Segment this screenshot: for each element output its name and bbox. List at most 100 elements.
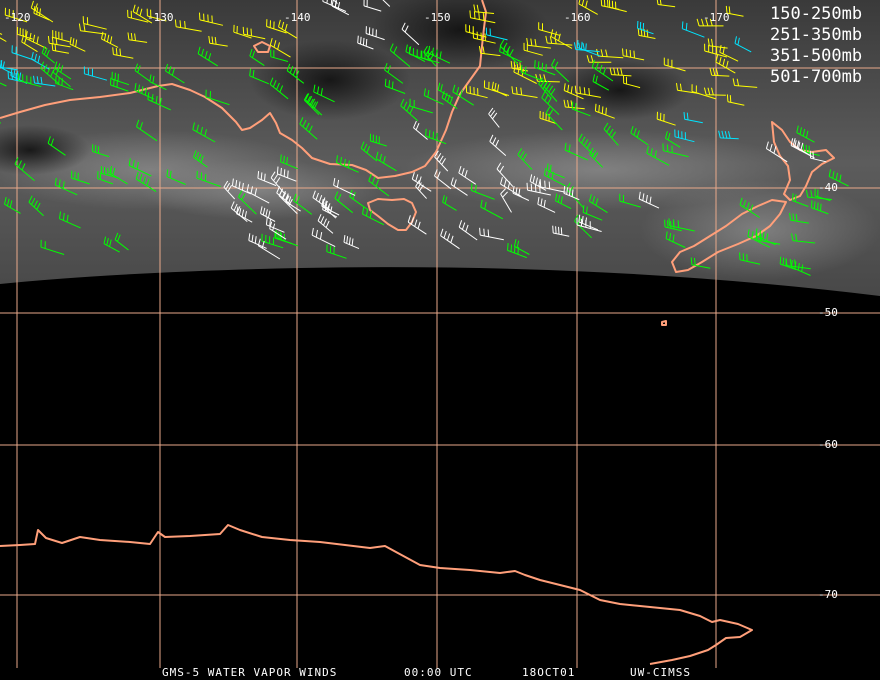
wind-barb [664, 219, 682, 232]
wind-barb [101, 31, 119, 48]
latitude-labels: -40 -50 -60 -70 [818, 181, 838, 601]
wind-barb [363, 0, 382, 12]
pressure-legend: 150-250mb 251-350mb 351-500mb 501-700mb [770, 4, 862, 87]
wind-barb [78, 23, 106, 35]
wind-barb [586, 55, 612, 63]
wind-barb [249, 68, 269, 85]
wind-barb [246, 184, 270, 204]
wind-barb [574, 85, 601, 98]
wind-barb [312, 190, 331, 211]
wind-barb [458, 220, 478, 241]
wind-barb [332, 0, 338, 4]
wind-barb [814, 188, 831, 202]
wind-barb [197, 46, 218, 67]
wind-barb [537, 197, 556, 213]
wind-barb [174, 19, 202, 32]
wind-barb [40, 61, 60, 85]
wind-barb [564, 142, 588, 161]
wind-barb [513, 64, 537, 84]
water-vapor-imagery [0, 0, 880, 296]
wind-barb [415, 180, 427, 199]
wind-barb [199, 12, 224, 26]
wind-barb [465, 85, 488, 99]
wind-barb [779, 256, 797, 271]
wind-barb [785, 258, 811, 270]
wind-barb [576, 40, 601, 57]
wind-barb [257, 171, 277, 187]
wind-barb [317, 213, 334, 234]
wind-barb [407, 215, 427, 235]
wind-barb [192, 122, 216, 143]
wind-barb [280, 154, 298, 170]
wind-barb [578, 133, 595, 156]
wind-barb [409, 98, 433, 114]
wind-barb [25, 31, 47, 49]
wind-barb [656, 0, 676, 8]
wind-barb [336, 155, 359, 173]
wind-barb [582, 205, 603, 221]
wind-barb [734, 36, 752, 53]
wind-barb [578, 214, 599, 231]
wind-barb [423, 88, 444, 105]
wind-barb [305, 93, 323, 116]
wind-barb [470, 183, 495, 200]
wind-barb [269, 221, 287, 240]
wind-barb [608, 0, 627, 13]
new-zealand-south-island [671, 199, 787, 273]
wind-barb [529, 174, 547, 191]
wind-barb [485, 27, 508, 41]
wind-barb [100, 166, 120, 179]
wind-barb [423, 45, 437, 67]
wind-barb [109, 165, 128, 185]
wind-barb [707, 38, 728, 49]
wind-barb [623, 75, 641, 89]
lat-label-50: -50 [818, 306, 838, 319]
wind-barb [303, 93, 320, 116]
wind-barb [765, 141, 788, 163]
wind-barb [545, 106, 563, 131]
wind-barb [230, 201, 248, 222]
wind-barb [136, 119, 158, 142]
wind-barb [665, 131, 681, 148]
wind-barb [425, 128, 447, 145]
wind-barb [500, 176, 522, 198]
wind-barb [405, 44, 426, 63]
wind-barb [322, 0, 347, 12]
data-source: UW-CIMSS [630, 666, 691, 679]
wind-barb [248, 233, 267, 249]
antarctica-coastline [0, 524, 753, 665]
wind-barb [510, 61, 529, 72]
wind-barb [747, 229, 770, 248]
wind-barb [513, 239, 530, 255]
wind-barb [249, 48, 265, 67]
wind-barb [97, 171, 114, 185]
wind-barb [739, 197, 760, 218]
wind-barb [112, 47, 134, 59]
wind-barb [796, 125, 815, 143]
wind-barb [791, 233, 816, 244]
legend-item-351-500mb: 351-500mb [770, 46, 862, 66]
wind-barb [326, 244, 347, 259]
wind-barb [193, 150, 208, 168]
wind-barb [384, 78, 406, 94]
wind-barb [496, 162, 514, 187]
australia-coastline [0, 0, 487, 179]
wind-barb [594, 103, 615, 119]
wind-barb [555, 193, 572, 210]
wind-barb [512, 185, 530, 201]
wind-barb [526, 182, 551, 196]
wind-barb [165, 63, 185, 84]
wind-barb [578, 0, 598, 15]
wind-barb [389, 43, 411, 68]
wind-barb [571, 101, 591, 117]
wind-barb [132, 4, 153, 24]
wind-barb [285, 194, 301, 212]
wind-barb [792, 193, 809, 207]
wind-barb [52, 65, 71, 88]
wind-barb [630, 125, 649, 146]
wind-barb [622, 48, 645, 61]
wind-barb [725, 5, 744, 17]
wind-barb [103, 236, 120, 253]
wind-barb [691, 84, 717, 100]
